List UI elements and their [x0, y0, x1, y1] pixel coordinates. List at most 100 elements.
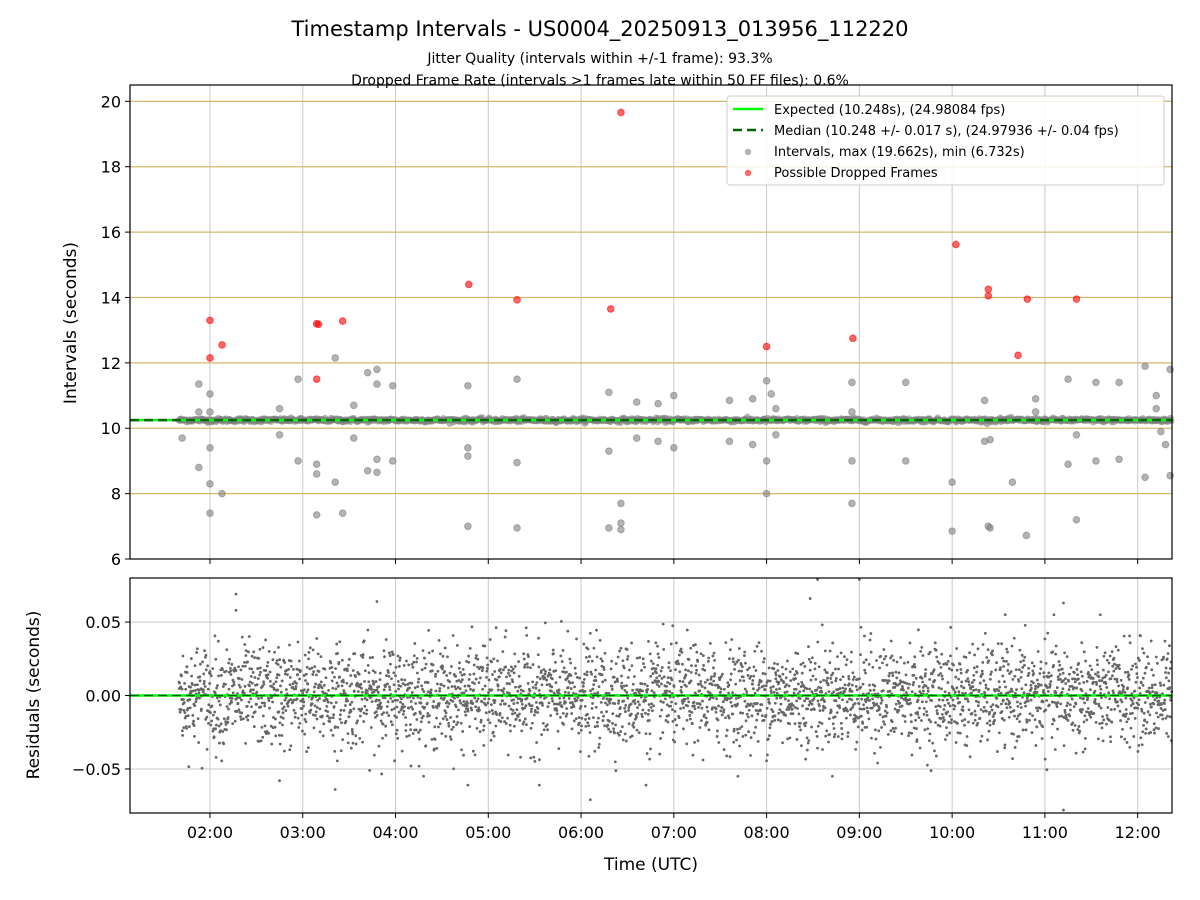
- residual-point: [207, 703, 211, 707]
- interval-point: [772, 430, 780, 439]
- residual-point: [667, 666, 671, 669]
- residual-point: [366, 664, 370, 667]
- residual-point: [260, 696, 264, 700]
- residual-point: [266, 676, 269, 680]
- residual-point: [1047, 671, 1051, 675]
- residual-point: [1018, 648, 1022, 652]
- residual-point: [470, 625, 474, 629]
- residual-point: [807, 645, 810, 649]
- residual-point: [535, 681, 539, 685]
- residual-point: [526, 682, 530, 685]
- residual-point: [1137, 659, 1141, 662]
- residual-point: [966, 668, 970, 672]
- residual-point: [770, 708, 774, 711]
- residual-point: [835, 711, 839, 715]
- residual-point: [543, 621, 547, 625]
- residual-point: [588, 731, 592, 734]
- residual-point: [684, 668, 688, 672]
- residual-point: [798, 721, 802, 725]
- residual-point: [1038, 672, 1042, 675]
- residual-point: [415, 657, 419, 660]
- residual-point: [419, 697, 423, 700]
- residual-point: [283, 698, 287, 702]
- residual-point: [1020, 687, 1024, 691]
- residual-point: [943, 738, 947, 741]
- residual-point: [799, 685, 803, 688]
- residual-point: [599, 657, 603, 661]
- residual-point: [907, 731, 911, 735]
- residual-point: [493, 670, 497, 673]
- residual-point: [312, 726, 316, 730]
- residual-point: [387, 651, 391, 655]
- residual-point: [696, 739, 700, 743]
- residual-point: [275, 676, 279, 680]
- residual-point: [537, 689, 541, 692]
- residual-point: [1001, 674, 1005, 678]
- residual-point: [902, 688, 905, 692]
- residual-point: [1062, 744, 1066, 748]
- residual-point: [857, 702, 861, 706]
- residual-point: [554, 660, 557, 664]
- residual-point: [181, 654, 185, 658]
- residual-point: [238, 677, 241, 680]
- dropped-frame-point: [984, 292, 993, 300]
- residual-point: [843, 690, 847, 693]
- residual-point: [402, 709, 406, 713]
- residual-point: [613, 731, 616, 735]
- residual-point: [1119, 719, 1122, 722]
- residual-point: [746, 674, 750, 677]
- residual-point: [606, 703, 609, 707]
- residual-point: [732, 740, 736, 744]
- residual-point: [870, 736, 873, 740]
- residual-point: [437, 701, 441, 705]
- residual-point: [322, 722, 326, 726]
- residual-point: [722, 710, 725, 714]
- residual-point: [690, 710, 694, 714]
- residual-point: [370, 687, 374, 691]
- residual-point: [889, 656, 892, 660]
- residual-point: [613, 680, 617, 684]
- residual-point: [195, 647, 199, 651]
- residual-point: [966, 700, 970, 703]
- residual-point: [495, 678, 499, 682]
- residual-point: [951, 698, 955, 702]
- residual-point: [953, 704, 957, 708]
- residual-point: [1042, 671, 1046, 675]
- residual-point: [621, 659, 625, 663]
- residual-point: [963, 718, 967, 721]
- residual-point: [305, 665, 309, 669]
- residual-point: [503, 702, 507, 706]
- residual-point: [710, 675, 713, 679]
- residual-point: [564, 714, 568, 718]
- residual-point: [873, 728, 877, 732]
- residual-point: [834, 667, 837, 671]
- residual-point: [803, 724, 807, 728]
- residual-point: [631, 688, 634, 692]
- residual-point: [434, 689, 438, 693]
- residual-point: [757, 686, 761, 690]
- residual-point: [222, 685, 225, 688]
- residual-point: [1010, 644, 1014, 648]
- residual-point: [671, 624, 675, 628]
- residual-point: [240, 678, 244, 681]
- residual-point: [462, 700, 466, 703]
- residual-point: [703, 686, 707, 690]
- residual-point: [974, 688, 978, 692]
- residual-point: [826, 683, 830, 687]
- interval-point: [275, 404, 284, 413]
- residual-point: [736, 774, 740, 778]
- residual-point: [488, 721, 492, 725]
- residual-point: [411, 707, 415, 711]
- residual-point: [841, 686, 845, 690]
- residual-point: [301, 697, 305, 701]
- residual-point: [1097, 704, 1101, 708]
- interval-point: [948, 478, 956, 486]
- residual-point: [790, 702, 794, 706]
- residual-point: [424, 744, 428, 748]
- residual-point: [685, 684, 688, 688]
- residual-point: [315, 637, 319, 640]
- residual-point: [371, 669, 375, 673]
- residual-point: [473, 717, 477, 721]
- residual-point: [814, 730, 818, 733]
- residual-point: [483, 644, 487, 648]
